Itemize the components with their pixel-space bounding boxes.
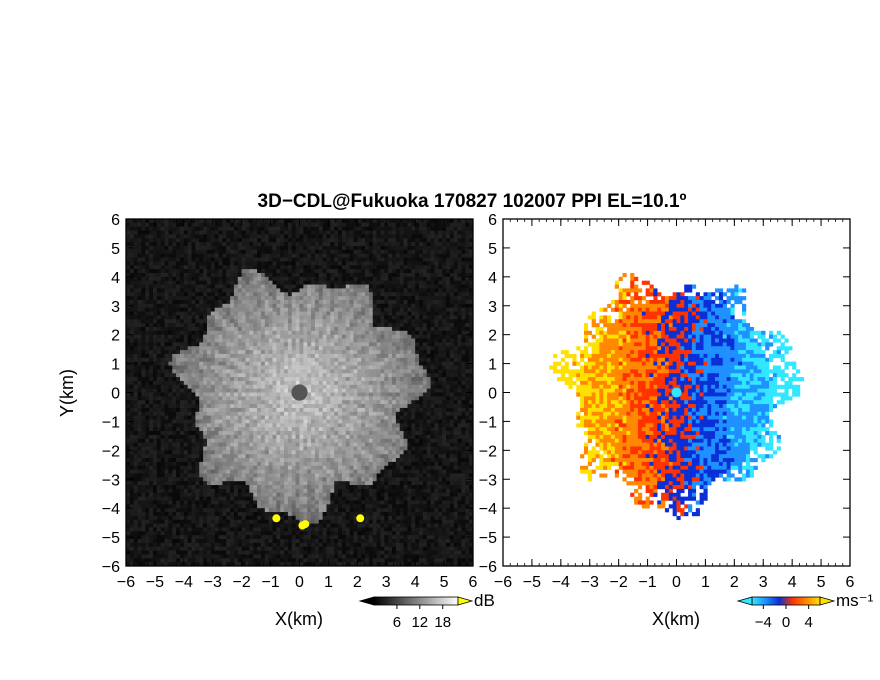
velocity-colorbar: ms⁻¹ −4 0 4	[736, 591, 874, 631]
y-tick-label: 1	[488, 357, 497, 374]
x-tick-label: −3	[204, 574, 222, 591]
colorbar-tick-label: 6	[393, 614, 401, 631]
colorbar-tick-label: 0	[782, 614, 790, 631]
y-tick-label: 4	[111, 270, 120, 287]
y-tick-label: −6	[479, 559, 497, 576]
y-tick-label: 6	[111, 212, 120, 229]
colorbar-tick-label: 12	[411, 614, 428, 631]
y-tick-label: −5	[479, 530, 497, 547]
y-tick-label: −1	[479, 414, 497, 431]
y-tick-label: −5	[102, 530, 120, 547]
y-tick-label: 3	[488, 299, 497, 316]
x-tick-label: −6	[494, 574, 512, 591]
hot-target	[301, 520, 310, 529]
x-tick-label: −2	[233, 574, 251, 591]
y-tick-label: 0	[488, 386, 497, 403]
hot-target	[272, 514, 281, 523]
x-tick-label: −3	[581, 574, 599, 591]
velocity-xlabel: X(km)	[652, 609, 700, 629]
intensity-ylabel: Y(km)	[57, 369, 77, 417]
x-tick-label: 2	[353, 574, 362, 591]
colorbar-unit: ms⁻¹	[836, 591, 874, 610]
y-tick-label: 2	[488, 328, 497, 345]
x-tick-label: 3	[382, 574, 391, 591]
y-tick-label: −1	[102, 414, 120, 431]
x-tick-label: 3	[759, 574, 768, 591]
x-tick-label: −2	[610, 574, 628, 591]
y-tick-label: −2	[102, 443, 120, 460]
intensity-ticks: −6 −5 −4 −3 −2 −1 0 1 2 3 4 5 6 −6 −5 −4 −3 −2 −1 0 1 2 3 4 5 6	[102, 212, 478, 591]
hot-target	[356, 514, 365, 523]
y-tick-label: 5	[111, 241, 120, 258]
x-tick-label: 1	[324, 574, 333, 591]
y-tick-label: 1	[111, 357, 120, 374]
y-tick-label: −2	[479, 443, 497, 460]
x-tick-label: −4	[552, 574, 570, 591]
velocity-ticks: −6 −5 −4 −3 −2 −1 0 1 2 3 4 5 6 −6 −5 −4 −3 −2 −1 0 1 2 3 4 5 6	[479, 212, 855, 591]
y-tick-label: −6	[102, 559, 120, 576]
y-tick-label: 0	[111, 386, 120, 403]
x-tick-label: 6	[469, 574, 478, 591]
y-tick-label: −4	[102, 501, 120, 518]
colorbar-tick-label: 4	[804, 614, 812, 631]
x-tick-label: 0	[295, 574, 304, 591]
figure-title: 3D−CDL@Fukuoka 170827 102007 PPI EL=10.1…	[258, 191, 687, 212]
y-tick-label: 3	[111, 299, 120, 316]
x-tick-label: −1	[638, 574, 656, 591]
x-tick-label: 0	[672, 574, 681, 591]
x-tick-label: −1	[261, 574, 279, 591]
y-tick-label: −4	[479, 501, 497, 518]
y-tick-label: −3	[102, 472, 120, 489]
y-tick-label: 2	[111, 328, 120, 345]
x-tick-label: 5	[440, 574, 449, 591]
y-tick-label: 5	[488, 241, 497, 258]
intensity-xlabel: X(km)	[275, 609, 323, 629]
intensity-colorbar: dB 6 12 18	[358, 591, 495, 631]
x-tick-label: 5	[817, 574, 826, 591]
velocity-image	[503, 219, 850, 566]
x-tick-label: 1	[701, 574, 710, 591]
x-tick-label: −5	[146, 574, 164, 591]
x-tick-label: −6	[117, 574, 135, 591]
y-tick-label: −3	[479, 472, 497, 489]
colorbar-unit: dB	[474, 591, 495, 610]
x-tick-label: 6	[846, 574, 855, 591]
colorbar-tick-label: −4	[755, 614, 772, 631]
x-tick-label: −5	[523, 574, 541, 591]
x-tick-label: 4	[788, 574, 797, 591]
colorbar-tick-label: 18	[434, 614, 451, 631]
x-tick-label: 4	[411, 574, 420, 591]
intensity-image	[126, 219, 474, 567]
x-tick-label: −4	[175, 574, 193, 591]
velocity-panel: −6 −5 −4 −3 −2 −1 0 1 2 3 4 5 6 −6 −5 −4 −3 −2 −1 0 1 2 3 4 5 6 X…	[479, 212, 874, 631]
y-tick-label: 6	[488, 212, 497, 229]
y-tick-label: 4	[488, 270, 497, 287]
x-tick-label: 2	[730, 574, 739, 591]
